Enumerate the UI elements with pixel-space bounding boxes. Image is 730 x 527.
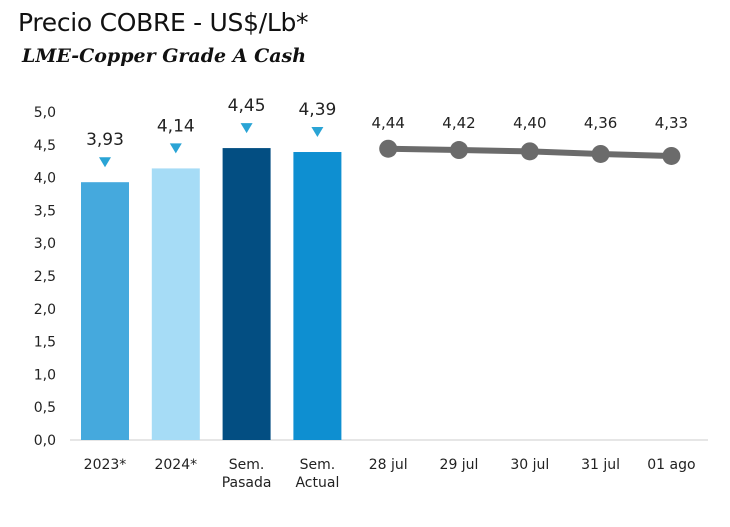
bar-data-label: 4,39 — [298, 100, 336, 120]
y-tick-label: 0,0 — [34, 433, 56, 449]
x-tick-label: 2024* — [154, 457, 197, 473]
x-tick-label: Pasada — [222, 475, 272, 491]
x-tick-label: 28 jul — [369, 457, 408, 473]
line-data-label: 4,44 — [371, 114, 404, 132]
down-triangle-marker — [169, 143, 182, 154]
bar-data-label: 4,14 — [157, 116, 195, 136]
y-tick-label: 3,5 — [34, 203, 56, 219]
y-tick-label: 4,0 — [34, 171, 56, 187]
chart-subtitle: LME-Copper Grade A Cash — [22, 45, 307, 67]
down-triangle-marker — [311, 127, 324, 138]
x-tick-label: Actual — [295, 475, 339, 491]
bar — [293, 152, 342, 441]
down-triangle-marker — [240, 123, 253, 134]
line-data-label: 4,36 — [584, 114, 617, 132]
line-data-label: 4,33 — [655, 114, 688, 132]
bar — [222, 148, 271, 440]
x-tick-label: 29 jul — [440, 457, 479, 473]
bar — [81, 182, 129, 440]
y-tick-label: 1,5 — [34, 335, 56, 351]
line-point — [520, 142, 539, 161]
x-tick-label: Sem. — [300, 457, 336, 473]
x-tick-label: 30 jul — [510, 457, 549, 473]
y-tick-label: 1,0 — [34, 367, 56, 383]
bar-data-label: 4,45 — [228, 96, 266, 116]
line-point — [591, 144, 610, 163]
line-point — [662, 146, 681, 165]
y-tick-label: 2,5 — [34, 269, 56, 285]
x-tick-label: 31 jul — [581, 457, 620, 473]
y-tick-label: 3,0 — [34, 236, 56, 252]
bar-data-label: 3,93 — [86, 130, 124, 150]
y-tick-label: 2,0 — [34, 302, 56, 318]
y-tick-label: 4,5 — [34, 138, 56, 154]
y-tick-label: 0,5 — [34, 400, 56, 416]
chart-title: Precio COBRE - US$/Lb* — [18, 8, 309, 37]
down-triangle-marker — [99, 157, 111, 168]
line-data-label: 4,42 — [442, 114, 475, 132]
bar — [151, 168, 200, 440]
line-point — [450, 141, 468, 160]
x-tick-label: 2023* — [84, 457, 127, 473]
line-data-label: 4,40 — [513, 114, 546, 132]
x-tick-label: 01 ago — [647, 457, 695, 473]
x-tick-label: Sem. — [229, 457, 265, 473]
line-point — [379, 139, 398, 158]
y-tick-label: 5,0 — [34, 105, 56, 121]
